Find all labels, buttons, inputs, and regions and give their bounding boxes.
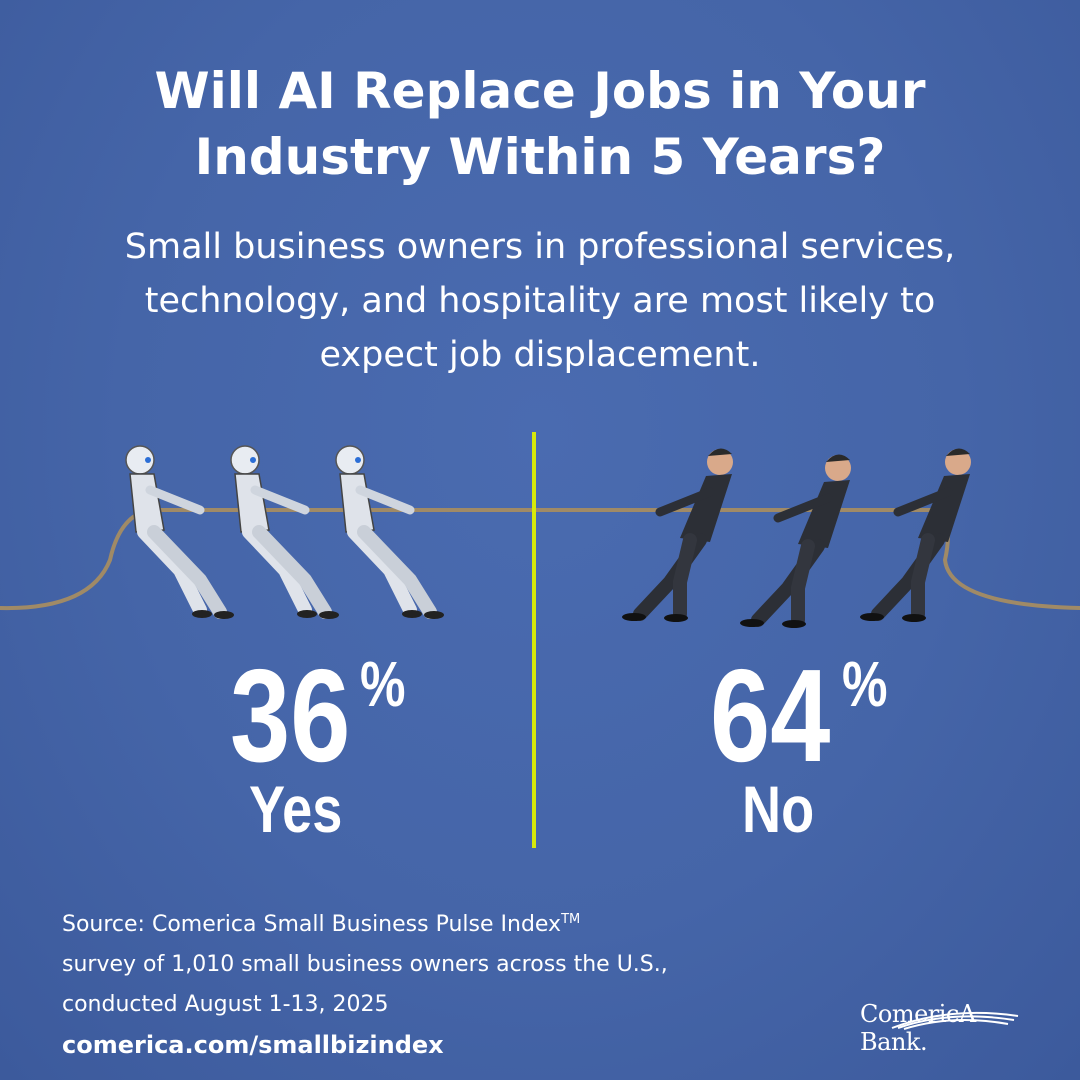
tug-of-war-illustration [0, 420, 1080, 630]
source-text: Source: Comerica Small Business Pulse In… [62, 912, 562, 937]
divider-line [532, 432, 536, 848]
yes-percentage: 36 [230, 642, 351, 789]
subtitle-line: technology, and hospitality are most lik… [144, 281, 936, 321]
logo-text: ComericA Bank. [860, 1000, 976, 1056]
no-label: No [742, 772, 815, 846]
no-percentage: 64 [710, 642, 831, 789]
headline-line: Will AI Replace Jobs in Your [154, 62, 926, 120]
subtitle-line: Small business owners in professional se… [124, 227, 956, 267]
source-line: Source: Comerica Small Business Pulse In… [62, 900, 668, 945]
comerica-logo: ComericA Bank. [860, 1000, 1040, 1056]
robot-figure [231, 446, 339, 619]
businessman-figure [740, 454, 851, 628]
rope [0, 508, 1080, 611]
subtitle: Small business owners in professional se… [60, 220, 1020, 382]
logo-swoosh-icon [891, 1011, 1019, 1030]
source-line: survey of 1,010 small business owners ac… [62, 952, 668, 977]
headline: Will AI Replace Jobs in Your Industry Wi… [0, 58, 1080, 190]
businessman-figure [622, 448, 733, 622]
trademark: TM [561, 912, 581, 927]
source-note: Source: Comerica Small Business Pulse In… [62, 900, 668, 1065]
headline-line: Industry Within 5 Years? [194, 128, 886, 186]
no-percent-sign: % [842, 648, 888, 720]
source-line: conducted August 1-13, 2025 [62, 992, 389, 1017]
robot-figure [336, 446, 444, 619]
source-url[interactable]: comerica.com/smallbizindex [62, 1031, 444, 1059]
subtitle-line: expect job displacement. [319, 335, 761, 375]
robot-figure [126, 446, 234, 619]
yes-label: Yes [249, 772, 343, 846]
businessman-figure [860, 448, 971, 622]
yes-percent-sign: % [360, 648, 406, 720]
